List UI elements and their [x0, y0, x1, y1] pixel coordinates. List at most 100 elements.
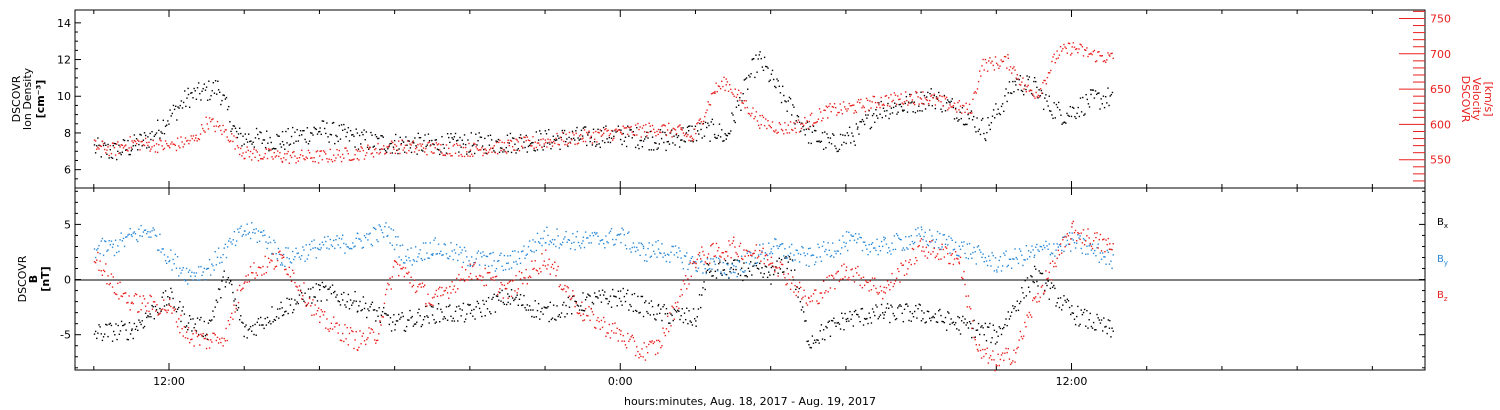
by-point — [657, 248, 660, 250]
by-point — [1010, 267, 1013, 270]
bz-point — [642, 356, 644, 358]
bz-point — [723, 258, 726, 260]
bz-point — [1028, 311, 1031, 314]
by-point — [163, 254, 166, 256]
bx-point — [531, 315, 533, 318]
density-point — [642, 140, 645, 142]
bz-point — [915, 257, 917, 259]
bz-point — [1018, 339, 1020, 341]
velocity-point — [97, 146, 99, 149]
velocity-point — [798, 131, 801, 133]
velocity-point — [713, 91, 715, 94]
bx-point — [810, 347, 812, 349]
velocity-point — [298, 157, 301, 159]
density-point — [142, 139, 145, 141]
by-point — [563, 238, 565, 240]
density-point — [188, 106, 191, 108]
by-point — [151, 229, 153, 232]
velocity-point — [621, 133, 623, 135]
by-point — [848, 231, 850, 234]
by-point — [621, 227, 623, 229]
bx-point — [894, 318, 897, 321]
density-point — [706, 126, 708, 129]
bx-point — [1005, 318, 1007, 320]
bx-point — [98, 324, 100, 326]
by-point — [192, 279, 194, 281]
by-point — [429, 242, 432, 244]
bx-point — [593, 292, 596, 294]
bx-point — [435, 321, 438, 323]
velocity-point — [551, 145, 554, 147]
by-point — [542, 237, 544, 240]
velocity-point — [181, 141, 183, 143]
bx-point — [859, 320, 861, 323]
bx-point — [549, 301, 551, 304]
density-point — [1053, 102, 1055, 104]
velocity-point — [871, 101, 873, 103]
density-point — [527, 145, 530, 148]
bz-point — [1076, 240, 1078, 242]
velocity-point — [824, 109, 826, 112]
bz-point — [1001, 352, 1004, 354]
bx-point — [472, 315, 474, 317]
density-point — [487, 135, 489, 137]
by-point — [659, 252, 661, 254]
by-point — [439, 252, 441, 255]
velocity-point — [851, 104, 854, 106]
velocity-point — [499, 139, 501, 141]
bz-point — [661, 345, 663, 347]
velocity-point — [984, 58, 987, 61]
by-point — [1104, 256, 1106, 258]
density-point — [597, 128, 599, 131]
bz-point — [220, 341, 222, 344]
bz-point — [745, 249, 747, 252]
by-point — [281, 264, 284, 266]
bz-point — [445, 287, 448, 289]
velocity-point — [1103, 60, 1106, 62]
velocity-point — [986, 70, 989, 72]
bx-point — [323, 286, 326, 289]
bx-point — [705, 271, 708, 273]
density-point — [935, 96, 938, 98]
by-point — [736, 275, 738, 278]
by-point — [260, 231, 262, 233]
density-point — [880, 100, 882, 103]
bz-point — [462, 278, 465, 280]
bz-point — [480, 275, 482, 277]
by-point — [576, 230, 579, 233]
bz-point — [1072, 220, 1075, 223]
by-point — [932, 239, 934, 241]
velocity-point — [256, 151, 259, 153]
bx-point — [341, 299, 344, 301]
velocity-point — [627, 133, 629, 136]
bz-point — [987, 362, 990, 364]
by-point — [731, 263, 733, 265]
velocity-point — [233, 135, 235, 137]
bx-point — [170, 287, 172, 290]
density-point — [103, 142, 106, 144]
by-point — [735, 265, 737, 268]
bz-point — [1081, 242, 1084, 244]
bx-point — [516, 294, 518, 296]
bx-point — [266, 316, 269, 319]
velocity-point — [1014, 69, 1016, 71]
bz-point — [103, 270, 106, 273]
by-point — [936, 230, 939, 233]
density-point — [204, 89, 207, 91]
velocity-point — [404, 144, 407, 147]
bz-point — [763, 262, 765, 265]
by-point — [893, 235, 896, 237]
bx-point — [236, 309, 239, 311]
bx-point — [386, 314, 388, 316]
bx-point — [836, 322, 838, 324]
by-point — [389, 242, 391, 244]
density-point — [654, 142, 656, 144]
bz-point — [917, 245, 919, 248]
density-point — [250, 140, 252, 142]
bx-point — [262, 324, 264, 326]
by-point — [874, 247, 876, 249]
density-point — [338, 124, 341, 127]
density-point — [1024, 85, 1026, 87]
by-point — [899, 238, 901, 241]
bz-point — [599, 328, 601, 331]
